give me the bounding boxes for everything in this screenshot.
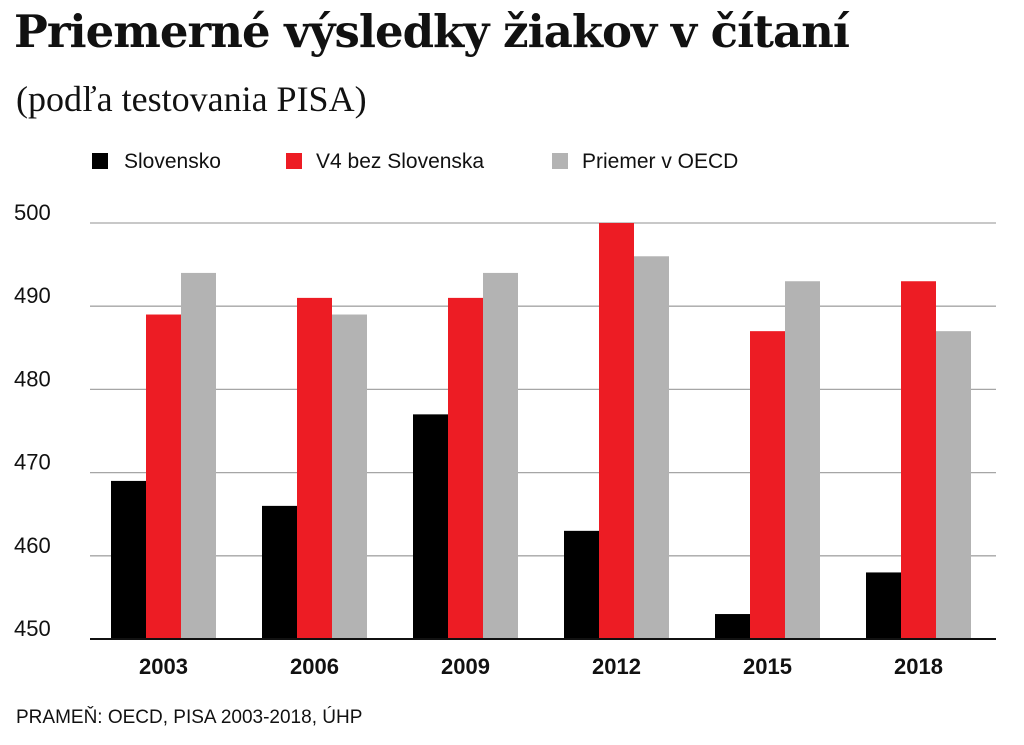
- legend-swatch-oecd: [552, 153, 568, 169]
- y-gridlines: [90, 222, 996, 557]
- chart-title: Priemerné výsledky žiakov v čítaní: [14, 5, 850, 58]
- x-tick-label-2018: 2018: [894, 654, 943, 679]
- y-tick-label-480: 480: [14, 366, 51, 391]
- bar-priemer-v-oecd-2009: [483, 272, 518, 639]
- legend-label-slovensko: Slovensko: [124, 150, 221, 173]
- bars: [111, 223, 971, 639]
- x-tick-label-2012: 2012: [592, 654, 641, 679]
- legend-label-v4: V4 bez Slovenska: [316, 150, 484, 173]
- x-tick-labels: 2003 2006 2009 2012 2015 2018: [139, 654, 943, 679]
- bar-priemer-v-oecd-2015: [785, 281, 820, 639]
- y-tick-label-450: 450: [14, 616, 51, 641]
- bar-slovensko-2006: [262, 505, 297, 639]
- y-tick-label-490: 490: [14, 283, 51, 308]
- x-tick-label-2015: 2015: [743, 654, 792, 679]
- bar-v4-bez-slovenska-2012: [599, 223, 634, 639]
- bar-priemer-v-oecd-2018: [936, 331, 971, 639]
- bar-slovensko-2009: [413, 414, 448, 639]
- bar-slovensko-2012: [564, 530, 599, 639]
- legend-swatch-v4: [286, 153, 302, 169]
- bar-slovensko-2015: [715, 614, 750, 639]
- y-tick-labels: 450 460 470 480 490 500: [14, 200, 51, 641]
- x-tick-label-2009: 2009: [441, 654, 490, 679]
- bar-v4-bez-slovenska-2003: [146, 314, 181, 639]
- bar-v4-bez-slovenska-2009: [448, 297, 483, 639]
- legend-swatch-slovensko: [92, 153, 108, 169]
- bar-priemer-v-oecd-2006: [332, 314, 367, 639]
- y-tick-label-460: 460: [14, 533, 51, 558]
- x-tick-label-2003: 2003: [139, 654, 188, 679]
- legend: Slovensko V4 bez Slovenska Priemer v OEC…: [92, 150, 738, 173]
- chart-subtitle: (podľa testovania PISA): [16, 79, 367, 119]
- bar-priemer-v-oecd-2012: [634, 256, 669, 639]
- bar-v4-bez-slovenska-2006: [297, 297, 332, 639]
- bar-v4-bez-slovenska-2018: [901, 281, 936, 639]
- legend-label-oecd: Priemer v OECD: [582, 150, 738, 173]
- source-note: PRAMEŇ: OECD, PISA 2003-2018, ÚHP: [16, 707, 363, 728]
- bar-chart: Slovensko V4 bez Slovenska Priemer v OEC…: [14, 150, 996, 679]
- bar-slovensko-2018: [866, 572, 901, 639]
- bar-v4-bez-slovenska-2015: [750, 331, 785, 639]
- x-tick-label-2006: 2006: [290, 654, 339, 679]
- y-tick-label-500: 500: [14, 200, 51, 225]
- y-tick-label-470: 470: [14, 450, 51, 475]
- bar-slovensko-2003: [111, 480, 146, 639]
- bar-priemer-v-oecd-2003: [181, 272, 216, 639]
